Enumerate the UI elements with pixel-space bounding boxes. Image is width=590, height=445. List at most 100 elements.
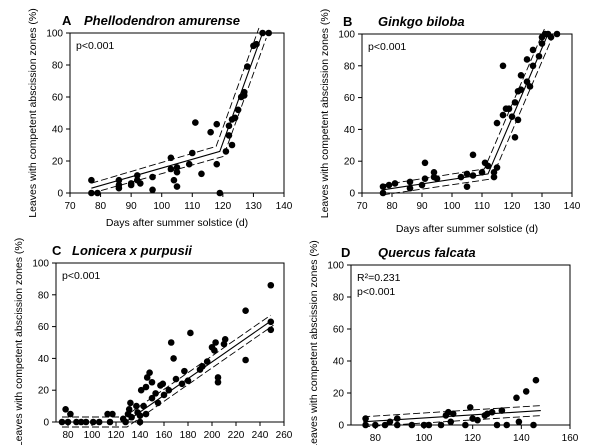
panel-d-data-point	[420, 421, 428, 429]
panel-c-data-point	[106, 418, 114, 426]
panel-c-data-point	[159, 380, 167, 388]
panel-b-title: Ginkgo biloba	[378, 14, 465, 29]
panel-d-x-tick-label: 120	[464, 433, 481, 444]
panel-a-data-point	[115, 176, 123, 184]
panel-c-data-point	[199, 363, 206, 370]
panel-b-data-point	[463, 170, 471, 178]
panel-c-data-point	[181, 367, 188, 375]
panel-a-data-point	[228, 141, 236, 149]
panel-b-data-point	[508, 113, 516, 120]
panel-c-data-point	[64, 418, 72, 426]
panel-a-y-tick-label: 60	[52, 93, 64, 104]
panel-b-x-tick-label: 140	[564, 201, 581, 212]
panel-c-data-point	[58, 418, 66, 426]
panel-a-data-point	[149, 186, 156, 194]
panel-d-data-point	[393, 415, 401, 422]
panel-d-y-tick-label: 100	[327, 261, 344, 272]
panel-d-y-tick-label: 80	[333, 293, 345, 304]
panel-c-data-point	[142, 410, 150, 418]
panel-b-data-point	[418, 181, 426, 189]
panel-c-x-tick-label: 100	[84, 430, 101, 441]
panel-b-data-point	[529, 62, 537, 70]
panel-b-data-point	[469, 151, 477, 159]
panel-d-y-tick-label: 0	[338, 421, 344, 432]
panel-d-x-tick-label: 160	[562, 433, 579, 444]
panel-d-data-point	[372, 421, 379, 429]
panel-b-data-point	[523, 56, 531, 63]
panel-a-data-point	[231, 114, 239, 122]
panel-b-data-point	[421, 159, 429, 167]
panel-a-data-point	[133, 172, 141, 179]
panel-c-data-point	[140, 402, 147, 410]
panel-c-data-point	[214, 374, 222, 381]
panel-b-data-point	[406, 178, 414, 186]
panel-c-data-point	[148, 394, 156, 402]
panel-a-data-point	[185, 160, 193, 168]
panel-c-upper-ci-line	[62, 314, 271, 418]
panel-a-data-point	[225, 122, 233, 130]
panel-a-data-point	[127, 181, 135, 189]
panel-c-data-point	[160, 391, 168, 399]
panel-d-data-point	[447, 418, 455, 426]
panel-b-x-tick-label: 100	[444, 201, 461, 212]
panel-b-upper-ci-line	[382, 28, 545, 186]
panel-c-data-point	[154, 399, 162, 407]
panel-c-data-point	[89, 418, 97, 426]
panel-d-y-tick-label: 20	[333, 389, 345, 400]
panel-a-data-point	[173, 164, 181, 171]
panel-a-x-tick-label: 100	[153, 201, 170, 212]
panel-b-x-tick-label: 70	[356, 201, 368, 212]
panel-c-data-point	[127, 399, 134, 407]
panel-a-x-tick-label: 110	[184, 201, 200, 212]
panel-b-data-point	[379, 183, 387, 190]
panel-b-data-point	[463, 183, 471, 190]
panel-b-x-tick-label: 130	[534, 201, 551, 212]
panel-c-data-point	[128, 413, 135, 421]
panel-a-x-tick-label: 80	[95, 201, 107, 212]
panel-b-y-tick-label: 40	[344, 125, 356, 136]
panel-d-data-point	[498, 407, 506, 414]
panel-b-data-point	[490, 169, 498, 176]
panel-a-data-point	[149, 173, 156, 181]
panel-d-data-point	[532, 376, 540, 384]
panel-c-data-point	[62, 405, 69, 413]
panel-c-data-point	[221, 336, 229, 343]
panel-c-data-point	[187, 329, 194, 337]
panel-a-y-tick-label: 0	[57, 189, 63, 200]
panel-c-data-point	[73, 418, 80, 426]
panel-b-y-tick-label: 60	[344, 93, 356, 104]
panel-a-x-tick-label: 90	[126, 201, 138, 212]
panel-c-data-point	[211, 347, 218, 354]
panel-a-y-axis-label: Leaves with competent abscission zones (…	[27, 8, 39, 218]
panel-b-data-point	[493, 164, 501, 171]
panel-d-data-point	[393, 421, 401, 429]
panel-c-plot-frame	[55, 262, 285, 423]
panel-a-data-point	[244, 63, 251, 70]
panel-c-data-point	[122, 418, 129, 426]
panel-c-x-tick-label: 220	[228, 430, 245, 441]
panel-d-y-tick-label: 60	[333, 325, 345, 336]
panel-a-x-tick-label: 130	[245, 201, 262, 212]
panel-c-data-point	[212, 339, 219, 346]
panel-d-data-point	[381, 421, 389, 429]
panel-a-upper-ci-line	[91, 27, 260, 184]
panel-b-fit-line	[382, 33, 549, 191]
panel-d-data-point	[462, 421, 469, 429]
panel-a-x-tick-label: 70	[64, 201, 76, 212]
panel-c-x-tick-label: 240	[252, 430, 269, 441]
panel-a-data-point	[88, 189, 95, 197]
panel-c-y-tick-label: 100	[32, 259, 49, 270]
panel-a-data-point	[216, 189, 224, 197]
panel-c-x-tick-label: 180	[180, 430, 197, 441]
panel-b-data-point	[469, 172, 477, 179]
panel-d-data-point	[437, 421, 445, 429]
panel-b-data-point	[514, 116, 522, 124]
panel-b-y-tick-label: 0	[349, 189, 355, 200]
panel-d-data-point	[449, 410, 457, 418]
panel-d-data-point	[515, 418, 523, 426]
panel-c-y-tick-label: 20	[38, 386, 50, 397]
panel-c-data-point	[267, 326, 275, 334]
panel-b-data-point	[511, 99, 519, 106]
panel-c-data-point	[152, 390, 159, 397]
panel-c-data-point	[133, 402, 140, 410]
